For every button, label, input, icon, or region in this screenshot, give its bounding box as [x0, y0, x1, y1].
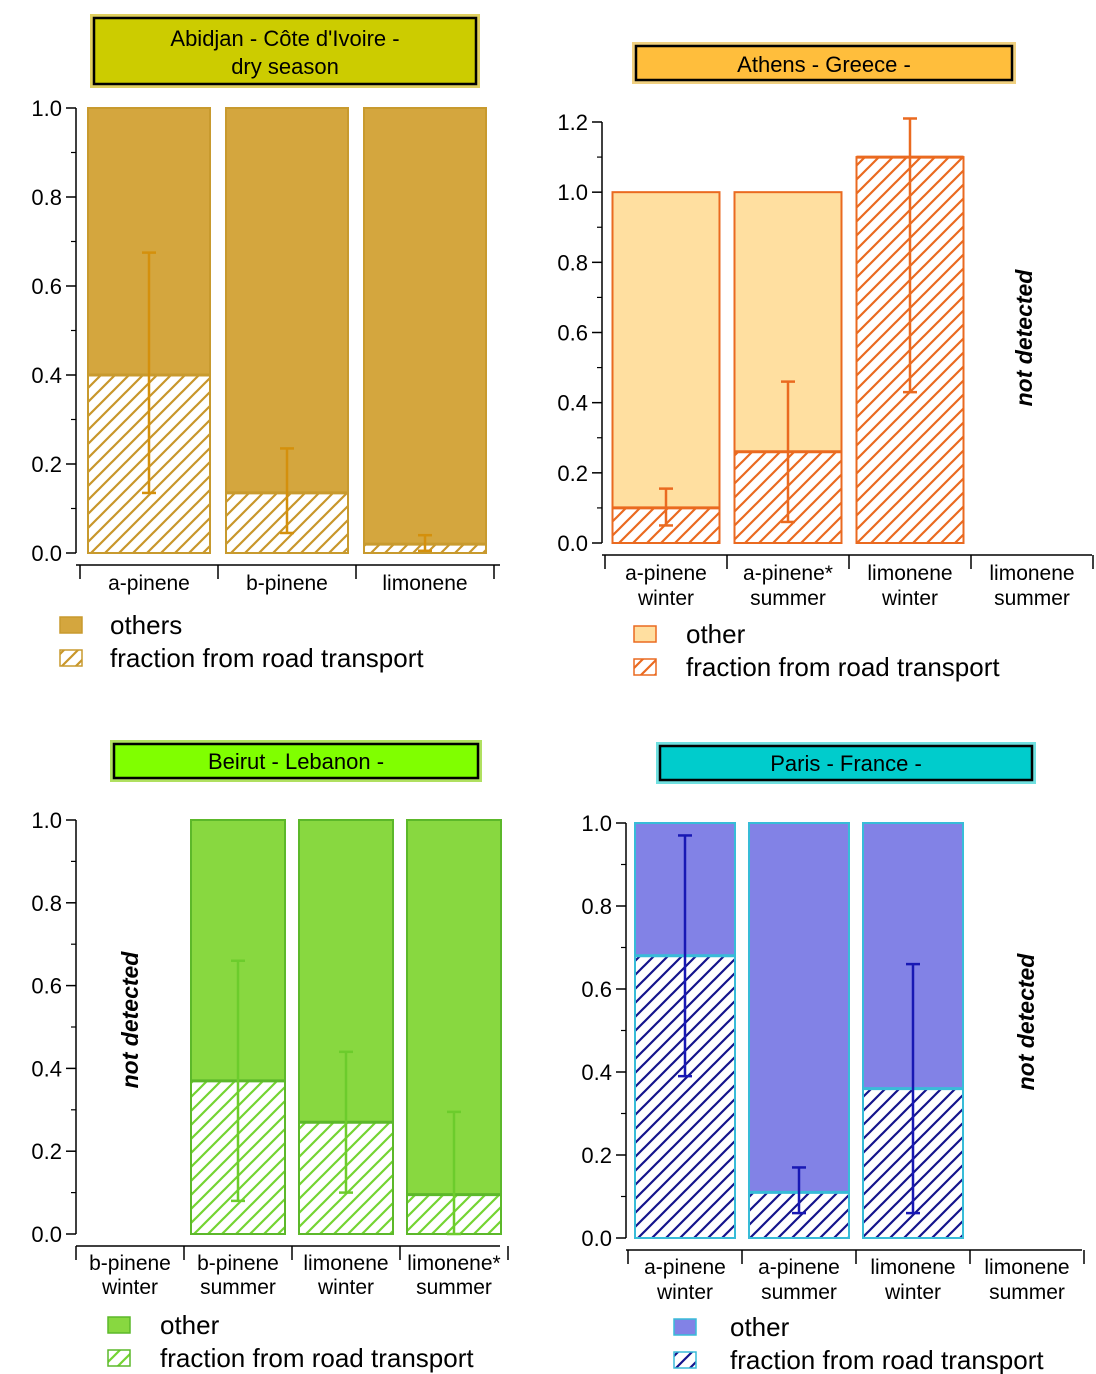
legend-label-other: other [686, 619, 746, 649]
legend-swatch-road-transport [633, 658, 657, 676]
not-detected-label: not detected [117, 951, 143, 1089]
x-category-label: summer [989, 1281, 1065, 1304]
x-category-label: summer [750, 587, 826, 610]
bar-other [298, 819, 394, 1124]
y-tick-label: 0.4 [581, 1060, 612, 1085]
y-tick-label: 0.4 [31, 363, 62, 388]
y-tick-label: 0.0 [31, 541, 62, 566]
x-category-label: b-pinene [89, 1252, 171, 1275]
y-tick-label: 0.2 [31, 1139, 62, 1164]
x-category-label: a-pinene [625, 562, 707, 585]
legend-label-other: others [110, 610, 182, 640]
x-category-label: summer [761, 1281, 837, 1304]
x-category-label: limonene [989, 562, 1074, 585]
legend-label-road-transport: fraction from road transport [110, 643, 424, 673]
chart-title: Athens - Greece - [737, 52, 911, 77]
y-tick-label: 0.8 [581, 894, 612, 919]
y-tick-label: 0.2 [581, 1143, 612, 1168]
bar-other [363, 107, 487, 546]
y-tick-label: 1.0 [31, 808, 62, 833]
legend-label-road-transport: fraction from road transport [730, 1345, 1044, 1374]
x-category-label: summer [416, 1276, 492, 1299]
chart-panel-1: Athens - Greece - 0.0 0.2 0.4 0.6 0.8 1.0 1.2 a-… [557, 42, 1094, 682]
y-tick-label: 0.6 [581, 977, 612, 1002]
chart-title: Beirut - Lebanon - [208, 749, 384, 774]
x-category-label: winter [884, 1281, 941, 1304]
chart-panel-2: Beirut - Lebanon - 0.0 0.2 0.4 0.6 0.8 1.0 b-pi… [31, 740, 509, 1373]
x-category-label: a-pinene* [743, 562, 833, 585]
x-category-label: winter [317, 1276, 374, 1299]
x-category-label: a-pinene [108, 572, 190, 595]
x-category-label: limonene [984, 1256, 1069, 1279]
y-tick-label: 0.2 [557, 461, 588, 486]
x-category-label: limonene [867, 562, 952, 585]
y-tick-label: 0.8 [31, 185, 62, 210]
y-tick-label: 0.0 [581, 1226, 612, 1251]
x-category-label: winter [637, 587, 694, 610]
x-category-label: winter [881, 587, 938, 610]
title-box [112, 742, 480, 780]
x-category-label: a-pinene [758, 1256, 840, 1279]
legend-swatch-road-transport [107, 1349, 131, 1367]
y-tick-label: 0.6 [31, 974, 62, 999]
legend-label-other: other [160, 1310, 220, 1340]
legend-swatch-other [633, 625, 657, 643]
not-detected-label: not detected [1013, 953, 1039, 1091]
y-tick-label: 0.6 [31, 274, 62, 299]
y-tick-label: 0.0 [557, 531, 588, 556]
x-category-label: limonene [870, 1256, 955, 1279]
chart-title: Paris - France - [770, 751, 922, 776]
x-category-label: a-pinene [644, 1256, 726, 1279]
x-category-label: limonene* [407, 1252, 500, 1275]
y-tick-label: 1.0 [557, 180, 588, 205]
x-category-label: b-pinene [246, 572, 328, 595]
legend-swatch-other [59, 616, 83, 634]
not-detected-label: not detected [1011, 269, 1037, 407]
bar-other [225, 107, 349, 494]
legend-swatch-road-transport [673, 1351, 697, 1369]
legend-label-other: other [730, 1312, 790, 1342]
x-category-label: limonene [303, 1252, 388, 1275]
y-tick-label: 0.4 [31, 1056, 62, 1081]
legend-swatch-other [107, 1316, 131, 1334]
x-category-label: limonene [382, 572, 467, 595]
title-box [92, 16, 478, 86]
y-tick-label: 1.2 [557, 110, 588, 135]
legend-label-road-transport: fraction from road transport [160, 1343, 474, 1373]
x-category-label: winter [656, 1281, 713, 1304]
y-tick-label: 0.2 [31, 452, 62, 477]
y-tick-label: 0.4 [557, 391, 588, 416]
y-tick-label: 1.0 [581, 811, 612, 836]
chart-panel-3: Paris - France - 0.0 0.2 0.4 0.6 0.8 1.0 a-pine… [581, 742, 1085, 1374]
legend-label-road-transport: fraction from road transport [686, 652, 1000, 682]
chart-title: Abidjan - Côte d'Ivoire - [170, 26, 399, 51]
chart-panel-0: Abidjan - Côte d'Ivoire - dry season 0.0 0.… [31, 14, 500, 673]
legend-swatch-other [673, 1318, 697, 1336]
x-category-label: summer [994, 587, 1070, 610]
bar-other [748, 822, 850, 1194]
y-tick-label: 0.8 [31, 891, 62, 916]
y-tick-label: 0.6 [557, 321, 588, 346]
x-category-label: winter [101, 1276, 158, 1299]
title-box [634, 44, 1014, 82]
chart-title: dry season [231, 54, 339, 79]
x-category-label: summer [200, 1276, 276, 1299]
y-tick-label: 0.8 [557, 250, 588, 275]
x-category-label: b-pinene [197, 1252, 279, 1275]
y-tick-label: 1.0 [31, 96, 62, 121]
y-tick-label: 0.0 [31, 1222, 62, 1247]
legend-swatch-road-transport [59, 649, 83, 667]
bar-other [611, 191, 721, 509]
title-box [658, 744, 1034, 782]
